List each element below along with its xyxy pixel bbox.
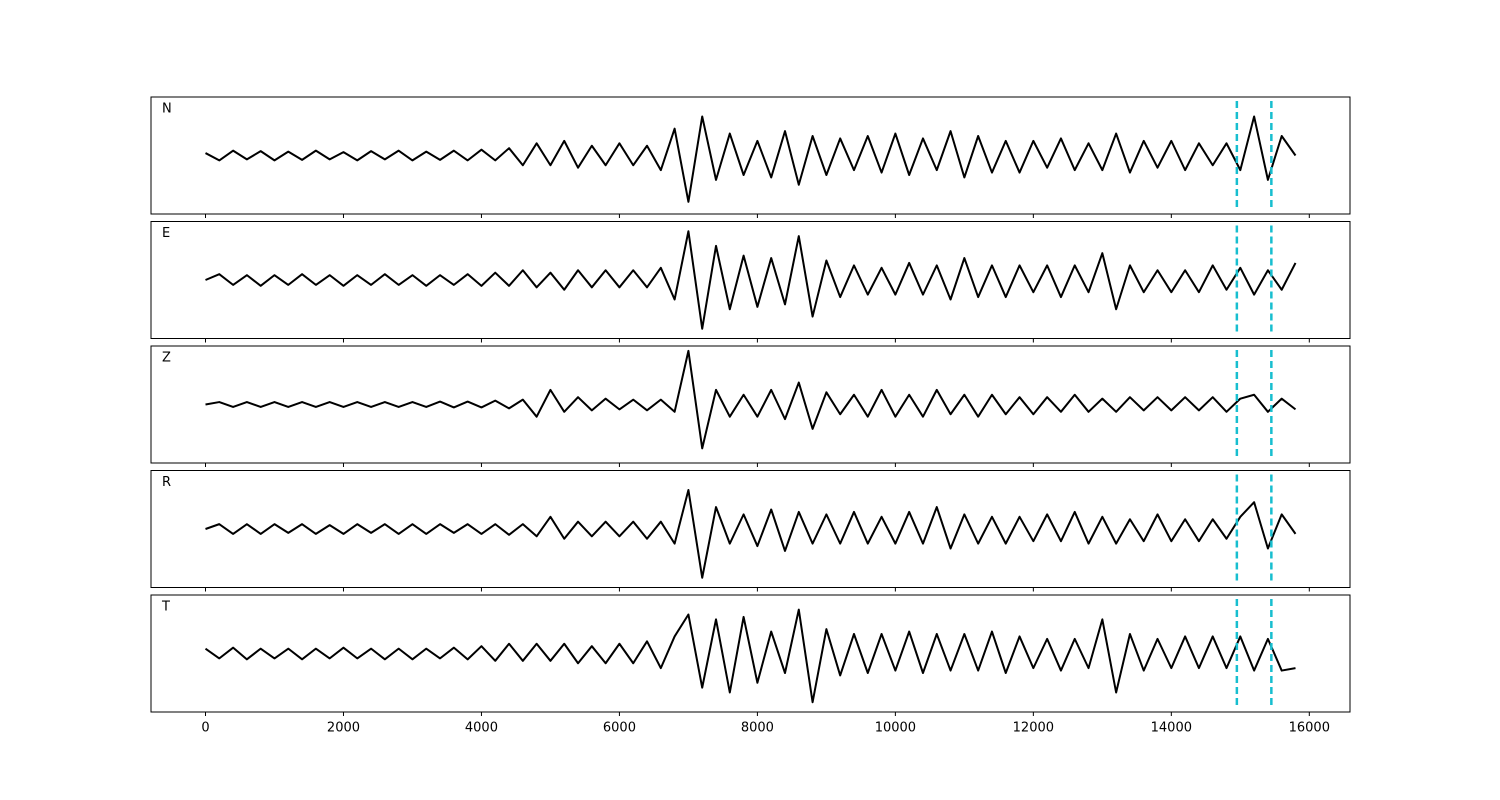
x-tick-label: 14000 [1151,721,1192,736]
axes-frame [150,221,1351,339]
trace [205,230,1297,330]
trace [205,349,1297,450]
x-tick-label: 16000 [1289,721,1330,736]
panel-label: T [161,600,170,615]
x-tick-label: 0 [201,721,209,736]
x-tick-label: 6000 [603,721,636,736]
axes-frame [150,345,1351,464]
panel-label: R [162,475,171,490]
panel-label: Z [162,351,171,366]
panel-label: N [162,102,172,117]
x-tick-label: 8000 [741,721,774,736]
x-tick-label: 2000 [327,721,360,736]
panel-label: E [162,226,170,241]
trace [205,115,1297,203]
axes-frame [150,594,1351,713]
axes-frame [150,470,1351,588]
x-tick-label: 10000 [875,721,916,736]
x-tick-label: 12000 [1013,721,1054,736]
trace [205,489,1297,579]
trace [204,608,1296,704]
axes-frame [150,96,1351,215]
x-tick-label: 4000 [465,721,498,736]
